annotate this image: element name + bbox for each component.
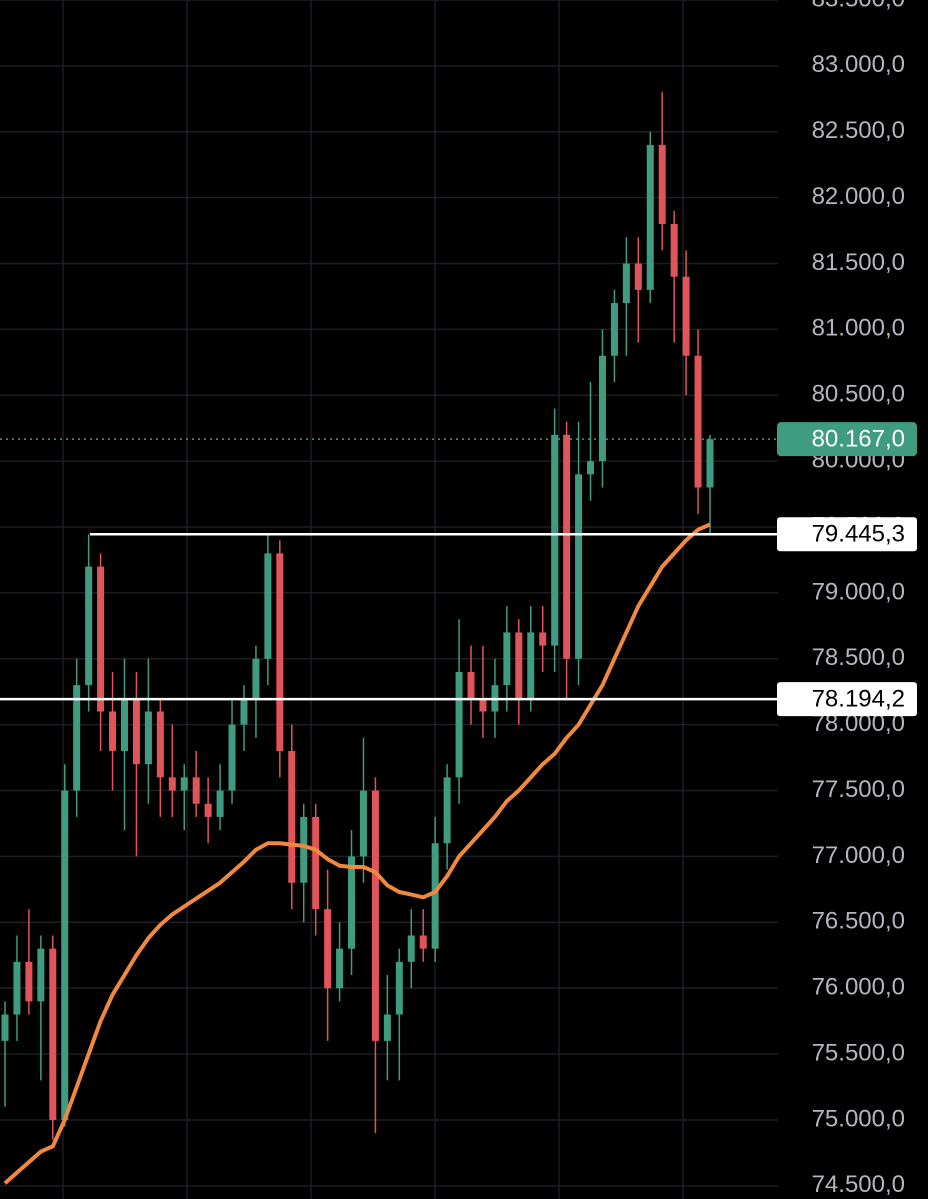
candle-body bbox=[240, 698, 248, 725]
candle-body bbox=[180, 777, 188, 791]
candle-body bbox=[527, 632, 535, 699]
candle-body bbox=[539, 632, 547, 646]
candle-body bbox=[371, 790, 379, 1041]
y-tick-label: 82.500,0 bbox=[812, 117, 905, 144]
candle-body bbox=[646, 144, 654, 290]
candle-body bbox=[168, 777, 176, 791]
candle-body bbox=[156, 711, 164, 778]
candle-body bbox=[324, 909, 332, 989]
candle-body bbox=[407, 935, 415, 962]
y-tick-label: 78.500,0 bbox=[812, 644, 905, 671]
candle-body bbox=[1, 1014, 9, 1041]
candle-body bbox=[97, 566, 105, 712]
candle-body bbox=[682, 276, 690, 356]
candle-body bbox=[598, 355, 606, 462]
candle-body bbox=[479, 698, 487, 712]
last-price-box bbox=[777, 422, 917, 457]
candle-body bbox=[348, 856, 356, 949]
candle-body bbox=[25, 961, 33, 1002]
y-tick-label: 83.000,0 bbox=[812, 51, 905, 78]
candle-body bbox=[13, 961, 21, 1015]
candle-body bbox=[443, 777, 451, 844]
candle-body bbox=[419, 935, 427, 949]
y-tick-label: 77.500,0 bbox=[812, 776, 905, 803]
candle-body bbox=[264, 553, 272, 659]
candle-body bbox=[383, 1014, 391, 1041]
candle-body bbox=[336, 948, 344, 989]
candle-body bbox=[132, 698, 140, 765]
candle-body bbox=[276, 553, 284, 752]
y-tick-label: 76.500,0 bbox=[812, 908, 905, 935]
candle-body bbox=[204, 803, 212, 817]
y-tick-label: 79.000,0 bbox=[812, 578, 905, 605]
candle-body bbox=[312, 816, 320, 910]
candle-body bbox=[563, 434, 571, 659]
candle-body bbox=[120, 698, 128, 752]
candle-body bbox=[610, 303, 618, 356]
candle-body bbox=[694, 355, 702, 488]
candle-body bbox=[670, 223, 678, 277]
candle-body bbox=[192, 777, 200, 804]
level-label: 79.445,3 bbox=[812, 521, 905, 548]
y-tick-label: 83.500,0 bbox=[812, 0, 905, 12]
candle-body bbox=[73, 685, 81, 791]
y-tick-label: 82.000,0 bbox=[812, 183, 905, 210]
moving-average bbox=[3, 522, 711, 1185]
candle-body bbox=[395, 961, 403, 1015]
y-tick-label: 76.000,0 bbox=[812, 974, 905, 1001]
candle-body bbox=[61, 790, 69, 1120]
candle-body bbox=[622, 263, 630, 304]
y-tick-label: 77.000,0 bbox=[812, 842, 905, 869]
level-label: 78.194,2 bbox=[812, 685, 905, 712]
y-tick-label: 81.000,0 bbox=[812, 315, 905, 342]
candle-body bbox=[252, 658, 260, 699]
candle-body bbox=[455, 671, 463, 778]
candle-body bbox=[300, 816, 308, 883]
candle-body bbox=[658, 144, 666, 224]
candle-body bbox=[551, 434, 559, 646]
y-tick-label: 75.500,0 bbox=[812, 1039, 905, 1066]
candle-body bbox=[706, 439, 714, 488]
candle-body bbox=[515, 632, 523, 699]
candle-body bbox=[575, 474, 583, 659]
y-tick-label: 81.500,0 bbox=[812, 249, 905, 276]
candle-body bbox=[587, 461, 595, 475]
last-price-label: 80.167,0 bbox=[812, 425, 905, 452]
candle-body bbox=[109, 711, 117, 752]
y-tick-label: 75.000,0 bbox=[812, 1105, 905, 1132]
candle-body bbox=[503, 632, 511, 686]
candle-body bbox=[85, 566, 93, 686]
candle-body bbox=[37, 948, 45, 1002]
level-box bbox=[777, 682, 917, 717]
candle-body bbox=[288, 751, 296, 883]
candle-body bbox=[634, 263, 642, 290]
level-box bbox=[777, 517, 917, 552]
y-tick-label: 80.500,0 bbox=[812, 381, 905, 408]
candle-body bbox=[467, 671, 475, 699]
candle-body bbox=[216, 790, 224, 817]
candle-body bbox=[228, 724, 236, 791]
candle-body bbox=[49, 948, 57, 1120]
candle-body bbox=[359, 790, 367, 857]
candle-body bbox=[144, 711, 152, 765]
y-tick-label: 74.500,0 bbox=[812, 1171, 905, 1198]
candle-body bbox=[431, 843, 439, 949]
